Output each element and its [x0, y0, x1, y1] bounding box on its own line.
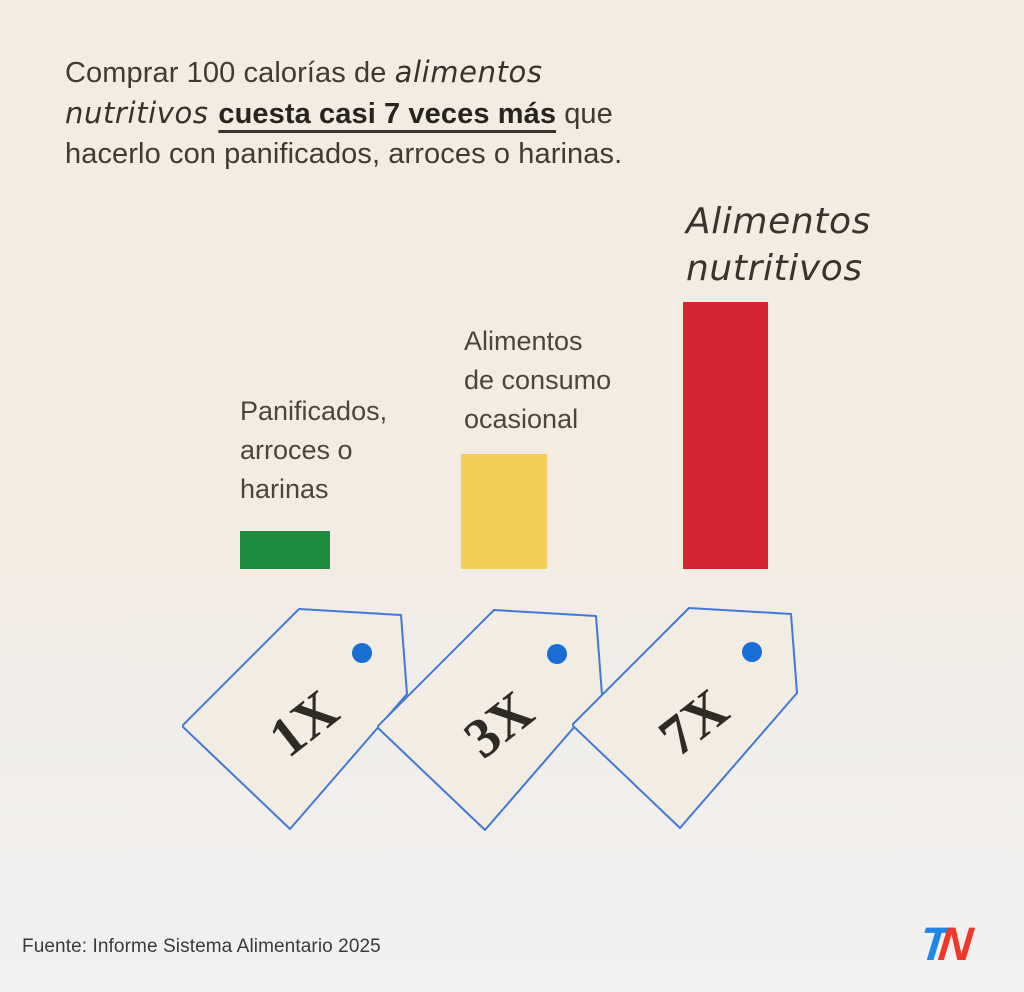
title-highlight-text: cuesta casi 7 veces más — [218, 98, 557, 130]
bar-label-panificados: Panificados, arroces o harinas — [240, 396, 388, 504]
tag-shape — [182, 608, 408, 830]
title-script-text: alimentos — [394, 55, 543, 89]
title-line-3: hacerlo con panificados, arroces o harin… — [65, 134, 665, 174]
tag-hole-icon — [547, 644, 567, 664]
tag-hole-icon — [352, 643, 372, 663]
tn-logo: TN — [917, 917, 966, 970]
bar-red — [683, 302, 768, 569]
tag-shape — [572, 607, 798, 829]
title-regular-text: Comprar 100 calorías de — [65, 57, 395, 89]
bar-yellow — [461, 454, 547, 569]
bar-label-nutritivos: Alimentos nutritivos — [686, 201, 871, 289]
title-line-1: Comprar 100 calorías de alimentos — [65, 52, 665, 93]
tag-hole-icon — [742, 642, 762, 662]
price-tag-7x: 7X — [572, 607, 798, 829]
price-tag-1x: 1X — [182, 608, 408, 830]
logo-letter-n: N — [935, 917, 966, 970]
tag-shape — [377, 609, 603, 831]
price-tag-3x: 3X — [377, 609, 603, 831]
bar-green — [240, 531, 330, 569]
title-script-text: nutritivos — [65, 96, 219, 130]
source-citation: Fuente: Informe Sistema Alimentario 2025 — [22, 936, 381, 957]
title-regular-text: hacerlo con panificados, arroces o harin… — [65, 138, 623, 170]
bar-label-ocasional: Alimentos de consumo ocasional — [464, 326, 612, 434]
title-regular-text: que — [556, 98, 613, 130]
title-line-2: nutritivos cuesta casi 7 veces más que — [65, 93, 665, 134]
page-title: Comprar 100 calorías de alimentos nutrit… — [65, 52, 665, 174]
